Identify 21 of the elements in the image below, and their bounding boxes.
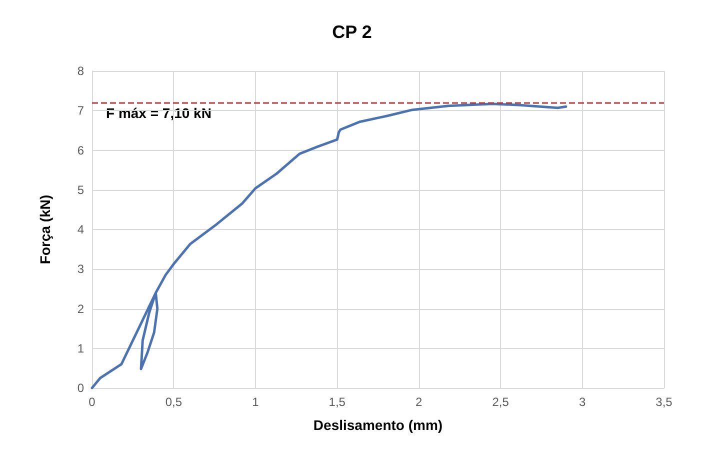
y-tick-label: 6 bbox=[77, 143, 84, 158]
x-tick-label: 2,5 bbox=[492, 395, 510, 409]
y-tick-label: 4 bbox=[77, 222, 84, 236]
y-tick-label: 1 bbox=[77, 341, 84, 356]
x-tick-label: 0 bbox=[88, 395, 96, 409]
line-series bbox=[90, 102, 568, 390]
y-tick-label: 8 bbox=[77, 64, 84, 78]
x-tick-label: 3,5 bbox=[656, 395, 673, 409]
y-axis-title: Força (kN) bbox=[37, 194, 53, 264]
x-tick-label: 1,5 bbox=[328, 395, 346, 409]
x-tick-label: 0,5 bbox=[165, 395, 182, 409]
x-axis-title: Deslisamento (mm) bbox=[313, 417, 443, 433]
y-tick-label: 2 bbox=[77, 302, 84, 316]
y-tick-label: 0 bbox=[77, 381, 84, 395]
x-tick-label: 2 bbox=[416, 395, 423, 409]
y-tick-label: 5 bbox=[77, 182, 84, 197]
x-tick-label: 3 bbox=[578, 395, 586, 409]
chart-title: CP 2 bbox=[332, 22, 372, 42]
x-tick-label: 1 bbox=[252, 395, 260, 409]
y-tick-label: 7 bbox=[77, 104, 84, 118]
y-tick-label: 3 bbox=[77, 262, 84, 276]
